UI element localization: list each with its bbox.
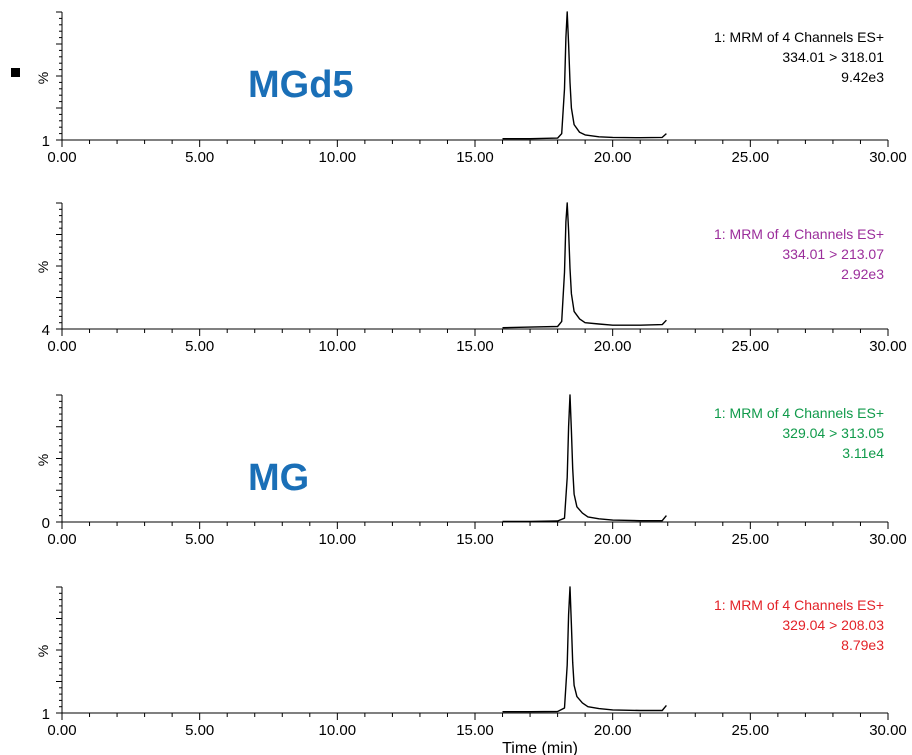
channel-title: 1: MRM of 4 Channels ES+ [714,226,884,242]
channel-intensity: 2.92e3 [841,266,884,282]
x-tick-label: 30.00 [869,531,907,548]
x-tick-label: 10.00 [319,149,357,166]
x-tick-label: 30.00 [869,338,907,355]
x-tick-label: 10.00 [319,531,357,548]
channel-title: 1: MRM of 4 Channels ES+ [714,597,884,613]
x-tick-label: 10.00 [319,722,357,739]
panel-marker [11,68,20,77]
channel-transition: 334.01 > 318.01 [782,49,884,65]
x-tick-label: 20.00 [594,531,632,548]
chromatogram-trace [502,11,667,140]
channel-transition: 329.04 > 313.05 [782,425,884,441]
y-axis-label: % [35,261,51,273]
chromatogram-trace [502,586,667,713]
x-tick-label: 15.00 [456,149,494,166]
chromatogram-trace [502,202,667,329]
chromatogram-panel-mg: % 0 MG 1: MRM of 4 Channels ES+ 329.04 >… [35,394,907,548]
channel-title: 1: MRM of 4 Channels ES+ [714,29,884,45]
x-tick-label: 5.00 [185,338,214,355]
compound-label-mg: MG [248,457,309,499]
x-tick-label: 25.00 [732,531,770,548]
x-tick-label: 5.00 [185,722,214,739]
x-tick-label: 30.00 [869,722,907,739]
x-tick-label: 15.00 [456,338,494,355]
x-tick-label: 20.00 [594,149,632,166]
x-tick-label: 5.00 [185,531,214,548]
y-axis-min-label: 4 [42,322,50,339]
y-axis-label: % [35,645,51,657]
x-tick-label: 30.00 [869,149,907,166]
x-tick-label: 5.00 [185,149,214,166]
chromatogram-panel-mgd5: % 1 MGd5 1: MRM of 4 Channels ES+ 334.01… [35,11,907,166]
x-tick-label: 0.00 [47,722,76,739]
x-tick-label: 25.00 [732,722,770,739]
x-tick-label: 25.00 [732,149,770,166]
compound-label-mgd5: MGd5 [248,64,354,106]
x-tick-label: 25.00 [732,338,770,355]
x-tick-label: 10.00 [319,338,357,355]
y-axis-label: % [35,454,51,466]
channel-transition: 329.04 > 208.03 [782,617,884,633]
y-axis-label: % [35,72,51,84]
chromatogram-panel-mg-qualifier: % 1 1: MRM of 4 Channels ES+ 329.04 > 20… [35,586,907,739]
x-tick-label: 0.00 [47,149,76,166]
chromatogram-trace [502,394,667,523]
x-tick-label: 0.00 [47,531,76,548]
x-tick-label: 15.00 [456,722,494,739]
x-tick-label: 0.00 [47,338,76,355]
y-axis-min-label: 0 [42,515,50,532]
channel-intensity: 3.11e4 [842,445,884,461]
x-tick-label: 20.00 [594,338,632,355]
channel-intensity: 8.79e3 [841,637,884,653]
x-axis-title: Time (min) [502,740,578,755]
chromatogram-panel-mgd5-qualifier: % 4 1: MRM of 4 Channels ES+ 334.01 > 21… [35,202,907,355]
channel-title: 1: MRM of 4 Channels ES+ [714,405,884,421]
channel-transition: 334.01 > 213.07 [782,246,884,262]
x-tick-label: 15.00 [456,531,494,548]
x-tick-label: 20.00 [594,722,632,739]
channel-intensity: 9.42e3 [841,69,884,85]
y-axis-min-label: 1 [42,133,50,150]
y-axis-min-label: 1 [42,706,50,723]
